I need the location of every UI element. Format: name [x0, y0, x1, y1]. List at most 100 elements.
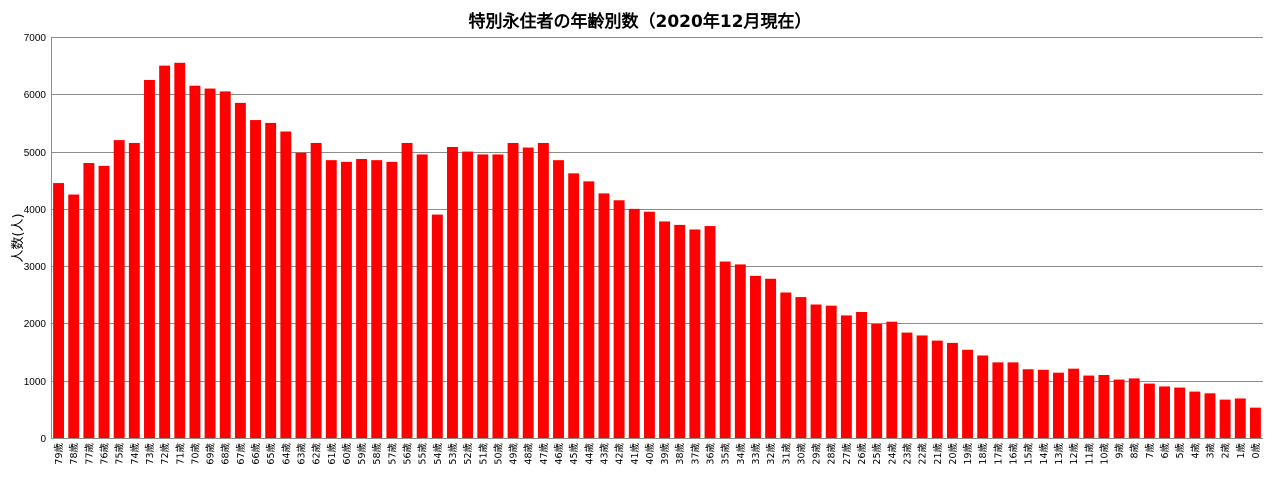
bar — [765, 278, 777, 438]
y-tick-label: 4000 — [24, 205, 47, 216]
bar — [1143, 383, 1155, 438]
x-tick-label: 14歳 — [1038, 443, 1050, 465]
x-tick-label: 32歳 — [765, 443, 777, 465]
bar — [734, 264, 746, 438]
x-tick-label: 63歳 — [295, 443, 307, 465]
x-tick-label: 50歳 — [492, 443, 504, 465]
y-tick-label: 1000 — [24, 377, 47, 388]
bar — [113, 140, 125, 439]
x-tick-label: 29歳 — [811, 443, 823, 465]
bar — [1159, 386, 1170, 438]
bar — [795, 297, 807, 438]
bar — [340, 161, 352, 438]
bar — [886, 321, 898, 438]
x-tick-label: 56歳 — [402, 443, 414, 465]
x-tick-label: 28歳 — [826, 443, 838, 465]
bar — [1022, 369, 1034, 438]
bar — [1113, 379, 1125, 438]
x-tick-label: 9歳 — [1114, 443, 1126, 459]
bar — [416, 154, 428, 438]
bar — [386, 161, 398, 438]
bar — [522, 147, 534, 438]
x-tick-label: 3歳 — [1204, 443, 1216, 459]
bar — [840, 315, 852, 438]
x-tick-label: 58歳 — [371, 443, 383, 465]
x-tick-label: 51歳 — [477, 443, 489, 465]
x-tick-label: 21歳 — [932, 443, 944, 465]
x-tick-label: 8歳 — [1129, 443, 1141, 459]
bar — [901, 332, 913, 438]
x-tick-label: 18歳 — [977, 443, 989, 465]
x-tick-label: 20歳 — [947, 443, 959, 465]
x-tick-label: 0歳 — [1250, 443, 1262, 459]
x-tick-label: 71歳 — [174, 443, 186, 465]
x-tick-label: 41歳 — [629, 443, 641, 465]
bar — [189, 85, 201, 438]
x-tick-label: 57歳 — [386, 443, 398, 465]
x-tick-label: 45歳 — [568, 443, 580, 465]
x-tick-label: 13歳 — [1053, 443, 1065, 465]
y-tick-label: 2000 — [24, 319, 47, 330]
x-tick-label: 46歳 — [553, 443, 565, 465]
bar — [174, 62, 186, 438]
bar — [219, 91, 231, 439]
bar — [962, 349, 974, 438]
bar — [1098, 374, 1110, 438]
x-tick-label: 22歳 — [917, 443, 929, 465]
bar — [643, 211, 655, 438]
bar — [704, 226, 716, 438]
y-tick-label: 0 — [40, 434, 46, 445]
bar — [946, 342, 958, 438]
bar — [1234, 398, 1246, 438]
x-tick-label: 12歳 — [1068, 443, 1080, 465]
x-tick-label: 60歳 — [341, 443, 353, 465]
bar — [159, 65, 171, 438]
x-tick-label: 30歳 — [795, 443, 807, 465]
x-tick-label: 48歳 — [523, 443, 535, 465]
bar — [659, 221, 671, 438]
bar — [613, 200, 625, 438]
x-tick-label: 39歳 — [659, 443, 671, 465]
x-tick-label: 34歳 — [735, 443, 747, 465]
x-tick-label: 5歳 — [1174, 443, 1186, 459]
bar — [537, 142, 549, 439]
bar — [144, 79, 155, 439]
bars — [53, 62, 1261, 439]
bar — [401, 142, 413, 439]
bar — [128, 142, 140, 439]
bar — [295, 152, 307, 438]
x-tick-label: 2歳 — [1220, 443, 1232, 459]
bar — [916, 335, 928, 438]
x-tick-label: 72歳 — [159, 443, 171, 465]
bar — [825, 305, 837, 438]
x-tick-label: 16歳 — [1008, 443, 1020, 465]
x-tick-label: 75歳 — [114, 443, 126, 465]
bar — [1189, 391, 1201, 438]
x-tick-label: 1歳 — [1235, 443, 1247, 459]
x-tick-label: 49歳 — [508, 443, 520, 465]
x-tick-label: 25歳 — [871, 443, 883, 465]
bar — [204, 88, 216, 438]
bar — [568, 173, 580, 438]
x-tick-label: 59歳 — [356, 443, 368, 465]
bar — [871, 324, 883, 438]
bar — [325, 160, 337, 438]
bar — [1053, 372, 1064, 438]
bar — [98, 165, 110, 438]
x-tick-label: 77歳 — [83, 443, 95, 465]
x-tick-label: 40歳 — [644, 443, 656, 465]
grid-lines — [51, 37, 1263, 382]
bar — [1219, 399, 1231, 438]
y-tick-label: 6000 — [24, 90, 47, 101]
bar — [598, 193, 610, 438]
bar — [234, 102, 246, 438]
bar — [1128, 378, 1140, 438]
x-tick-label: 42歳 — [614, 443, 626, 465]
x-tick-label: 70歳 — [189, 443, 201, 465]
bar — [68, 194, 80, 438]
bar — [477, 154, 489, 438]
bar — [977, 355, 989, 438]
x-tick-label: 35歳 — [720, 443, 732, 465]
x-tick-label: 23歳 — [901, 443, 913, 465]
bar — [1174, 387, 1186, 438]
